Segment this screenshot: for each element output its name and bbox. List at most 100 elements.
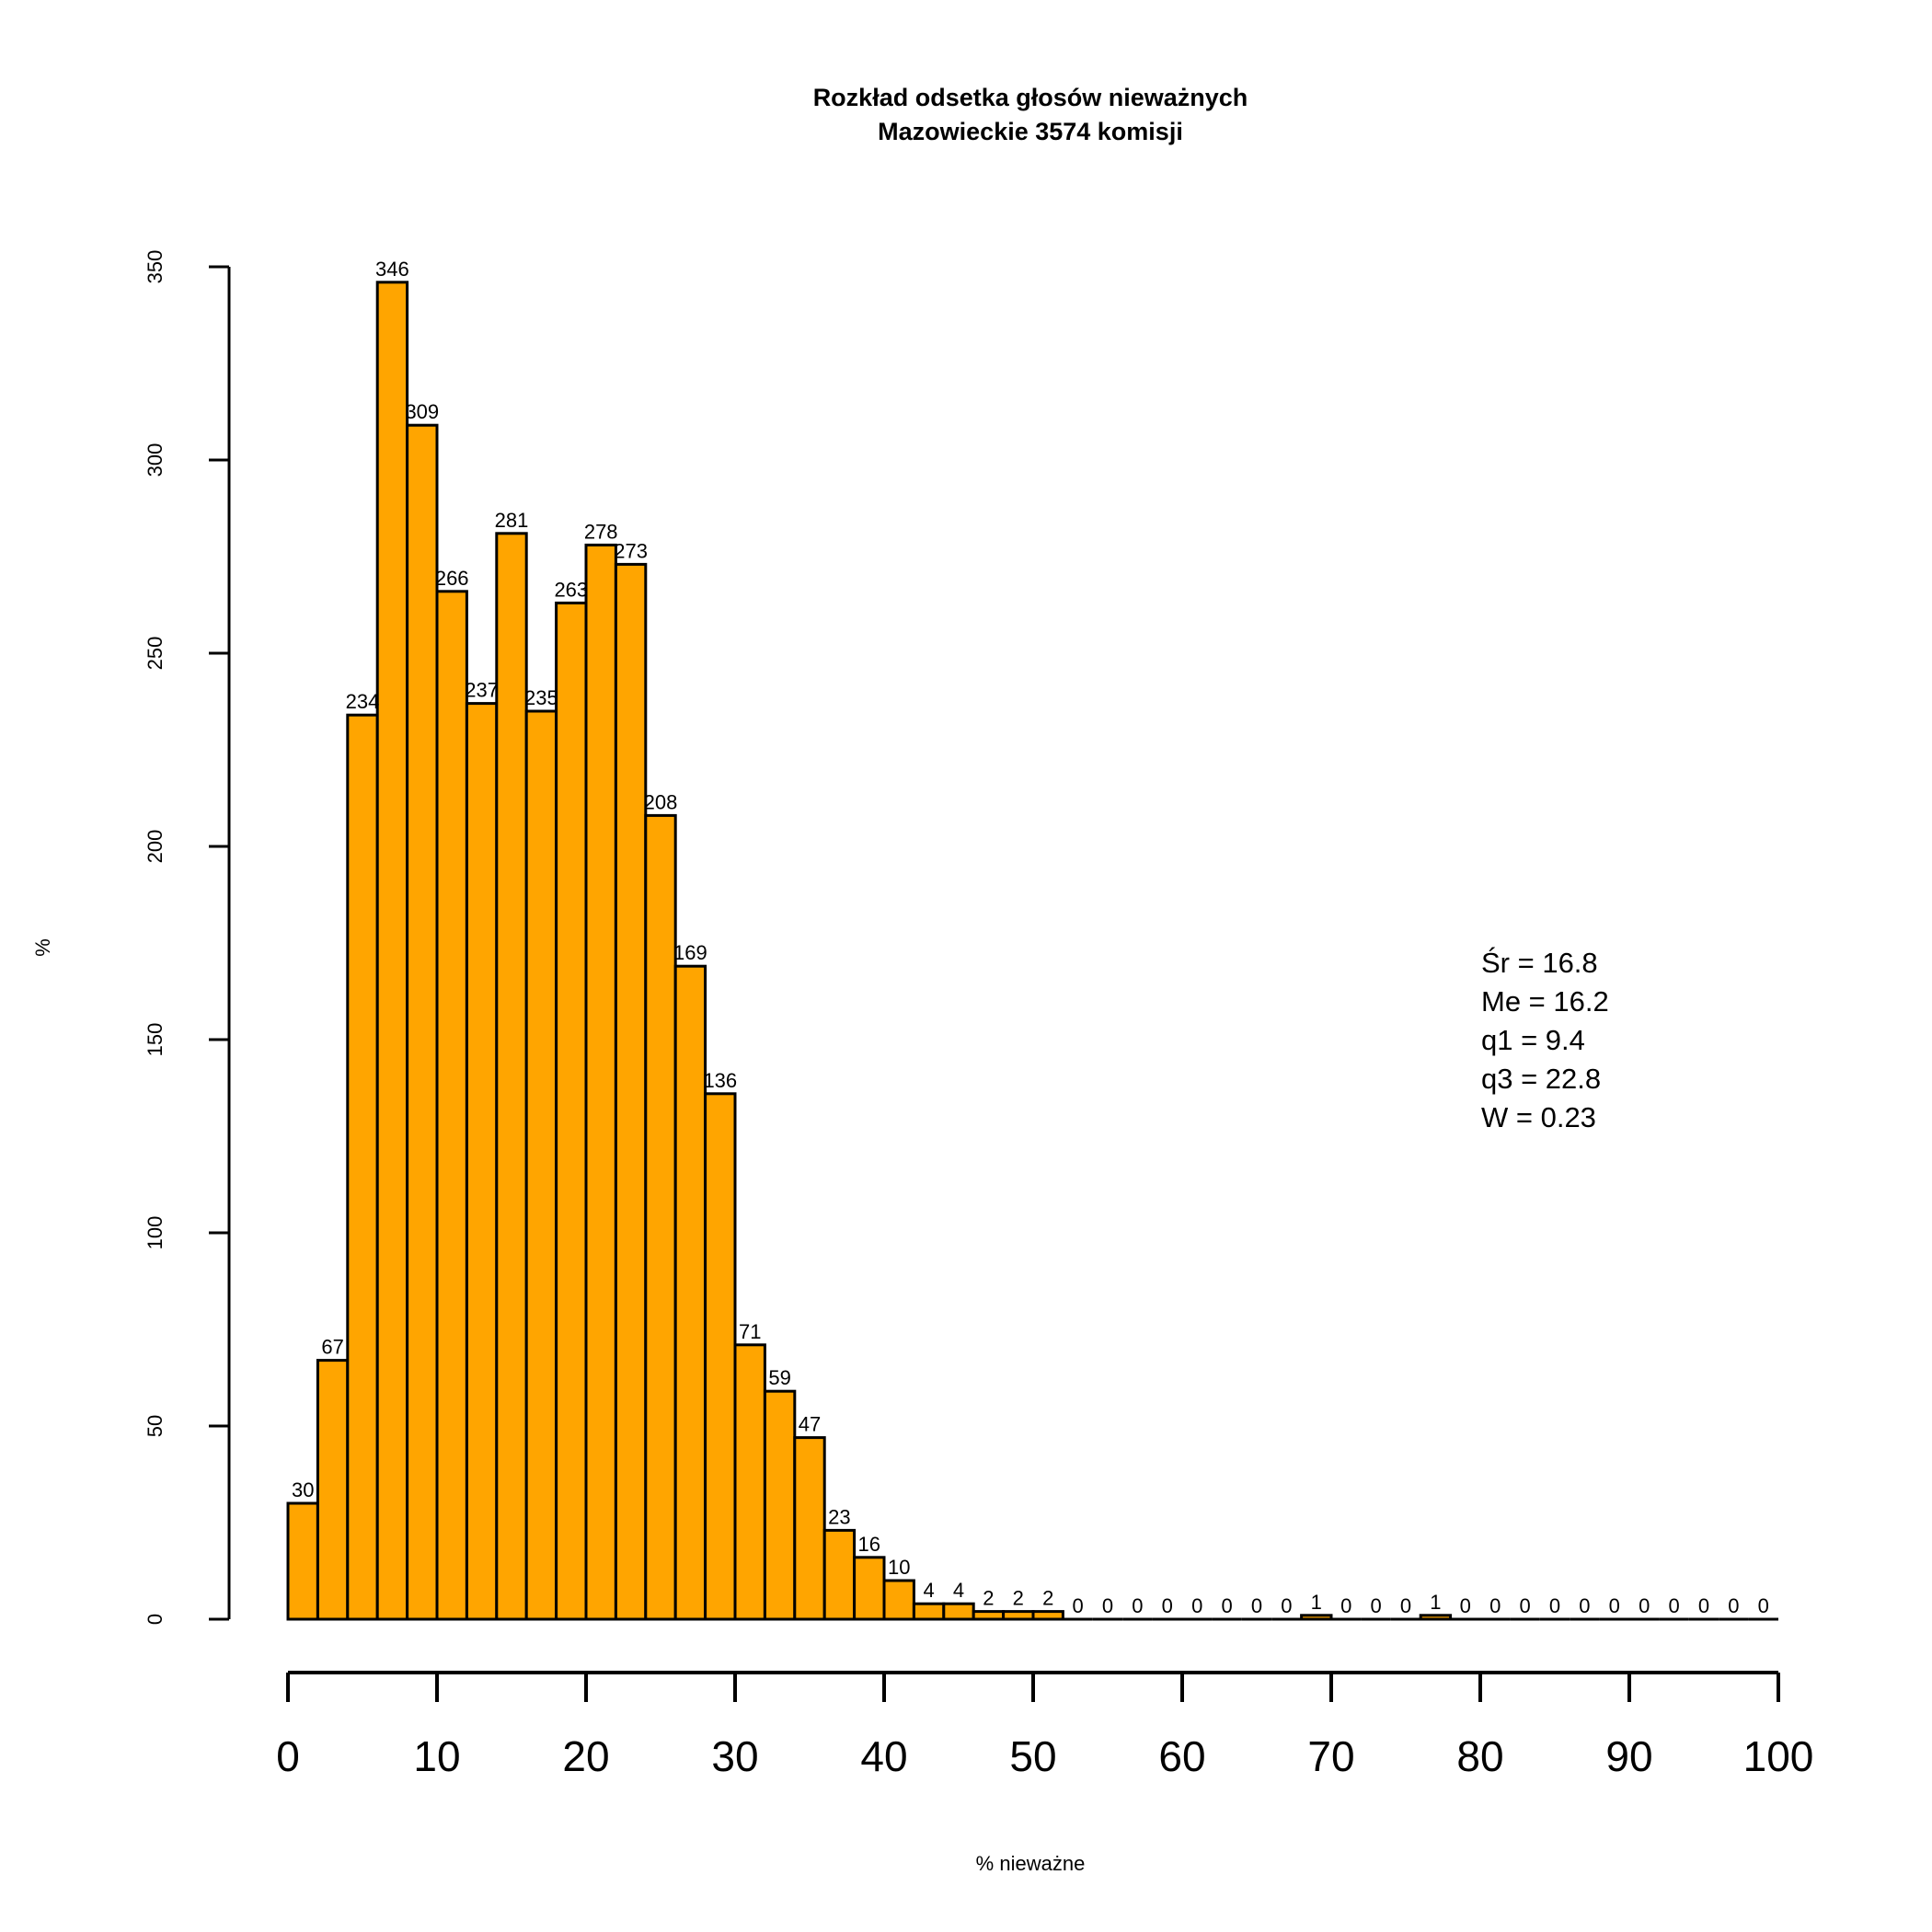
bar-3 (375, 281, 409, 1621)
data-label-28: 0 (1132, 1594, 1143, 1617)
bar-7 (495, 532, 528, 1621)
data-label-24: 2 (1013, 1587, 1024, 1610)
y-tick-label-300: 300 (144, 443, 167, 477)
data-label-37: 0 (1400, 1594, 1411, 1617)
bar-9 (555, 601, 588, 1621)
data-label-4: 309 (405, 400, 439, 423)
data-label-35: 0 (1340, 1594, 1351, 1617)
stat-line-3: q3 = 22.8 (1481, 1063, 1601, 1095)
data-label-20: 10 (888, 1556, 910, 1579)
x-tick-label-10: 10 (413, 1732, 460, 1780)
data-label-26: 0 (1072, 1594, 1083, 1617)
x-axis: 0 10 20 30 40 50 60 70 80 90 100 (276, 1671, 1814, 1780)
data-label-10: 278 (584, 520, 618, 543)
bar-11 (614, 562, 648, 1621)
bar-1 (316, 1359, 350, 1621)
bar-8 (524, 709, 558, 1621)
stat-line-4: W = 0.23 (1481, 1101, 1596, 1133)
data-label-15: 71 (739, 1320, 761, 1343)
bar-13 (673, 964, 707, 1621)
data-label-17: 47 (799, 1413, 821, 1436)
data-label-3: 346 (375, 258, 409, 281)
data-label-32: 0 (1251, 1594, 1262, 1617)
data-label-25: 2 (1042, 1587, 1053, 1610)
bar-16 (763, 1389, 797, 1621)
bar-38 (1419, 1614, 1453, 1621)
data-label-11: 273 (614, 539, 648, 562)
y-axis-label: % (31, 938, 54, 957)
bar-18 (822, 1528, 857, 1621)
data-label-33: 0 (1281, 1594, 1292, 1617)
bar-22 (942, 1602, 975, 1621)
bar-4 (406, 423, 439, 1621)
bar-5 (435, 590, 468, 1621)
data-label-48: 0 (1728, 1594, 1739, 1617)
bar-34 (1300, 1614, 1333, 1621)
bar-2 (346, 713, 379, 1621)
data-label-1: 67 (321, 1336, 343, 1359)
bar-23 (972, 1610, 1006, 1621)
data-label-34: 1 (1311, 1591, 1322, 1614)
stat-line-0: Śr = 16.8 (1481, 946, 1598, 979)
data-label-7: 281 (495, 509, 529, 532)
bar-14 (704, 1092, 737, 1621)
data-label-44: 0 (1609, 1594, 1620, 1617)
bar-6 (465, 702, 499, 1621)
data-label-41: 0 (1519, 1594, 1530, 1617)
bar-25 (1031, 1610, 1064, 1621)
data-label-36: 0 (1370, 1594, 1381, 1617)
x-tick-label-30: 30 (711, 1732, 758, 1780)
data-label-5: 266 (435, 567, 469, 590)
bars (286, 281, 1778, 1621)
bar-0 (286, 1501, 319, 1621)
data-label-21: 4 (923, 1579, 934, 1602)
x-tick-label-0: 0 (276, 1732, 300, 1780)
stats-legend: Śr = 16.8 Me = 16.2 q1 = 9.4 q3 = 22.8 W = 0… (1481, 946, 1609, 1133)
data-label-18: 23 (828, 1505, 850, 1528)
data-label-40: 0 (1489, 1594, 1501, 1617)
y-tick-label-100: 100 (144, 1216, 167, 1250)
bar-24 (1002, 1610, 1035, 1621)
data-label-19: 16 (858, 1533, 880, 1556)
data-labels: 3067234346309266237281235263278273208169… (292, 258, 1769, 1617)
data-label-2: 234 (346, 690, 380, 713)
x-tick-label-90: 90 (1605, 1732, 1652, 1780)
bar-21 (912, 1602, 946, 1621)
data-label-47: 0 (1698, 1594, 1709, 1617)
x-tick-label-50: 50 (1009, 1732, 1056, 1780)
stat-line-1: Me = 16.2 (1481, 985, 1609, 1018)
chart-subtitle: Mazowieckie 3574 komisji (878, 118, 1183, 145)
stat-line-2: q1 = 9.4 (1481, 1024, 1585, 1056)
x-tick-label-20: 20 (562, 1732, 609, 1780)
data-label-6: 237 (465, 679, 499, 702)
data-label-43: 0 (1579, 1594, 1590, 1617)
bar-20 (882, 1579, 915, 1621)
data-label-31: 0 (1221, 1594, 1232, 1617)
x-tick-label-80: 80 (1456, 1732, 1503, 1780)
x-axis-label: % nieważne (976, 1852, 1086, 1875)
data-label-46: 0 (1668, 1594, 1679, 1617)
bar-15 (733, 1343, 766, 1621)
data-label-29: 0 (1162, 1594, 1173, 1617)
data-label-9: 263 (554, 578, 588, 601)
x-tick-label-70: 70 (1307, 1732, 1354, 1780)
data-label-0: 30 (292, 1478, 314, 1501)
y-tick-label-350: 350 (144, 250, 167, 284)
data-label-16: 59 (768, 1366, 790, 1389)
data-label-13: 169 (673, 941, 707, 964)
y-tick-label-50: 50 (144, 1415, 167, 1437)
data-label-8: 235 (524, 686, 558, 709)
data-label-12: 208 (644, 790, 678, 813)
data-label-49: 0 (1758, 1594, 1769, 1617)
data-label-23: 2 (983, 1587, 994, 1610)
chart-title: Rozkład odsetka głosów nieważnych (813, 84, 1248, 111)
x-tick-label-60: 60 (1158, 1732, 1205, 1780)
x-tick-label-100: 100 (1743, 1732, 1814, 1780)
data-label-22: 4 (953, 1579, 964, 1602)
data-label-30: 0 (1191, 1594, 1202, 1617)
data-label-39: 0 (1460, 1594, 1471, 1617)
data-label-45: 0 (1639, 1594, 1650, 1617)
bar-12 (644, 813, 677, 1621)
data-label-38: 1 (1430, 1591, 1441, 1614)
